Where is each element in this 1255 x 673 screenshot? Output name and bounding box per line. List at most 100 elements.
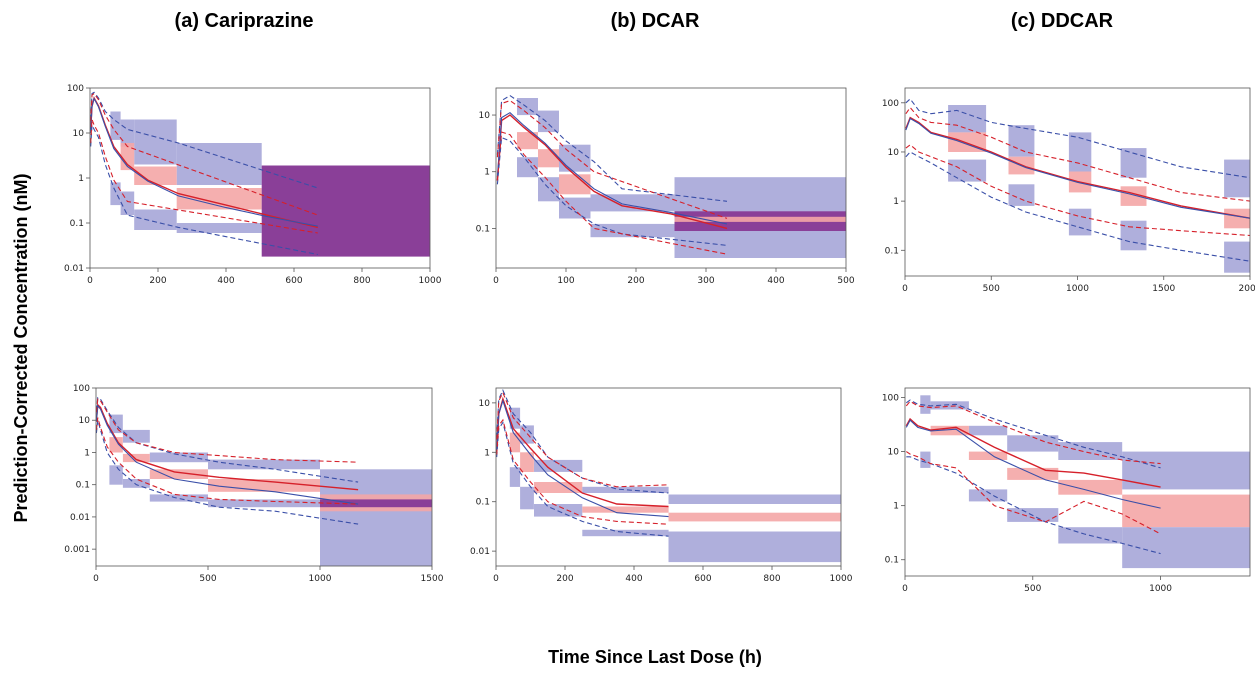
pi-band-3 xyxy=(208,459,320,470)
pi-band-7 xyxy=(110,182,121,206)
plot-frame xyxy=(495,387,842,567)
pi-band-0 xyxy=(920,395,931,414)
pi-band-2 xyxy=(134,119,177,165)
x-tick-label: 400 xyxy=(625,574,642,584)
y-tick-label: 0.01 xyxy=(470,547,490,557)
observed-5th-line xyxy=(905,144,1250,237)
plot-frame xyxy=(904,387,1251,577)
panel-b-top: 0 100 200 300 400 500 0.1 1 10 xyxy=(476,87,855,286)
y-tick-label: 1 xyxy=(484,448,490,458)
predicted-5th-line xyxy=(906,456,1161,555)
column-title-c: (c) DDCAR xyxy=(1011,10,1114,32)
predicted-95th-line xyxy=(496,94,728,202)
plot-area xyxy=(496,388,841,563)
observed-95th-line xyxy=(496,391,669,488)
pi-band-1 xyxy=(120,119,135,147)
observed-median-line xyxy=(905,417,1161,488)
median-band-5 xyxy=(534,482,583,493)
observed-95th-line xyxy=(905,106,1250,202)
x-tick-label: 1000 xyxy=(419,276,442,286)
pi-band-0 xyxy=(110,111,121,140)
y-tick-label: 0.1 xyxy=(476,498,490,508)
pi-band-10 xyxy=(149,494,208,502)
y-tick-label: 100 xyxy=(882,99,899,109)
pi-band-2 xyxy=(1068,132,1092,172)
panel-a-bottom: 0 500 1000 1500 0.001 0.01 0.1 1 10 100 xyxy=(64,384,443,584)
x-tick-label: 600 xyxy=(285,276,302,286)
pi-band-7 xyxy=(538,177,559,202)
predicted-median-line xyxy=(905,117,1250,219)
y-tick-label: 1 xyxy=(893,197,899,207)
pi-band-14 xyxy=(1224,241,1250,273)
y-tick-label: 1 xyxy=(78,174,84,184)
y-tick-label: 0.1 xyxy=(70,219,84,229)
y-tick-label: 100 xyxy=(73,384,90,394)
plot-area xyxy=(496,94,846,258)
y-tick-label: 10 xyxy=(479,399,491,409)
pi-band-9 xyxy=(134,209,177,230)
x-tick-label: 0 xyxy=(493,574,499,584)
observed-median-line xyxy=(96,403,359,491)
pi-band-7 xyxy=(520,486,534,510)
predicted-5th-line xyxy=(905,151,1250,262)
pi-band-6 xyxy=(509,467,521,487)
pi-band-0 xyxy=(509,407,521,429)
predicted-median-line xyxy=(496,112,728,225)
predicted-5th-line xyxy=(90,122,318,256)
plot-area xyxy=(90,91,430,257)
y-tick-label: 1 xyxy=(84,448,90,458)
x-tick-label: 500 xyxy=(837,276,854,286)
predicted-median-line xyxy=(496,399,669,518)
pi-band-10 xyxy=(590,223,675,238)
observed-5th-line xyxy=(496,418,669,525)
pi-band-1 xyxy=(538,110,559,133)
pi-band-9 xyxy=(920,451,931,468)
pi-band-8 xyxy=(109,465,123,485)
predicted-5th-line xyxy=(496,421,669,537)
x-tick-label: 800 xyxy=(353,276,370,286)
x-tick-label: 600 xyxy=(694,574,711,584)
predicted-95th-line xyxy=(905,399,1161,469)
predicted-95th-line xyxy=(96,396,359,483)
median-band-6 xyxy=(149,469,208,479)
median-band-3 xyxy=(517,132,538,150)
pi-band-11 xyxy=(1008,184,1035,206)
observed-95th-line xyxy=(90,92,318,216)
x-tick-label: 400 xyxy=(217,276,234,286)
plot-area xyxy=(905,98,1250,273)
y-tick-label: 10 xyxy=(73,129,85,139)
median-band-5 xyxy=(134,166,177,185)
pi-band-10 xyxy=(176,223,262,233)
predicted-5th-line xyxy=(96,420,359,525)
panel-a-top: 0 200 400 600 800 1000 0.01 0.1 1 10 100 xyxy=(64,84,442,286)
x-tick-label: 800 xyxy=(763,574,780,584)
x-tick-label: 1000 xyxy=(1149,584,1172,594)
x-tick-label: 500 xyxy=(199,574,216,584)
column-title-a: (a) Cariprazine xyxy=(175,10,314,32)
x-tick-label: 100 xyxy=(557,276,574,286)
y-axis-title: Prediction-Corrected Concentration (nM) xyxy=(11,173,31,522)
pi-band-2 xyxy=(968,425,1008,436)
y-tick-label: 0.1 xyxy=(76,481,90,491)
pi-band-0 xyxy=(517,98,538,116)
x-axis-title: Time Since Last Dose (h) xyxy=(548,647,762,667)
predicted-median-line xyxy=(96,404,359,505)
median-band-8 xyxy=(1058,479,1123,495)
plot-frame xyxy=(495,87,847,269)
pi-band-1 xyxy=(1008,125,1035,157)
x-tick-label: 200 xyxy=(149,276,166,286)
pi-band-3 xyxy=(176,143,262,185)
y-tick-label: 10 xyxy=(888,448,900,458)
pi-band-13 xyxy=(1122,451,1250,490)
pi-band-11 xyxy=(582,529,669,537)
y-tick-label: 10 xyxy=(79,416,91,426)
pi-band-3 xyxy=(1120,148,1147,178)
predicted-5th-line xyxy=(496,136,728,246)
observed-median-line xyxy=(496,114,728,230)
x-tick-label: 1000 xyxy=(309,574,332,584)
pi-band-10 xyxy=(968,489,1008,502)
pi-band-10 xyxy=(948,159,987,182)
